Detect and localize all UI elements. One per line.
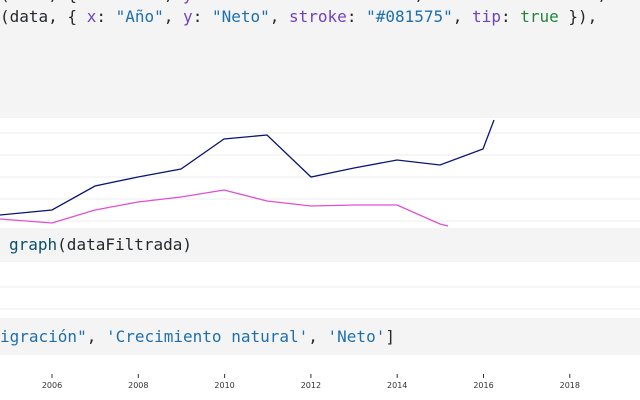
code-line: graph(dataFiltrada) bbox=[9, 234, 192, 256]
code-token: (data, { bbox=[0, 7, 87, 26]
code-token: , bbox=[86, 327, 106, 346]
code-token: : bbox=[346, 7, 367, 26]
code-token: (data, { bbox=[0, 0, 87, 4]
code-token: : bbox=[193, 0, 212, 4]
code-token: , bbox=[308, 327, 328, 346]
x-tick-label: 2006 bbox=[41, 381, 63, 390]
code-token: : bbox=[491, 0, 510, 4]
x-tick-label: 2012 bbox=[300, 381, 322, 390]
x-axis bbox=[51, 374, 571, 378]
code-token: : bbox=[96, 7, 116, 26]
x-tick-label: 2010 bbox=[214, 381, 235, 390]
code-token: stroke bbox=[434, 0, 492, 4]
code-token: tip bbox=[472, 7, 501, 26]
line-crecimiento bbox=[0, 189, 449, 227]
x-tick-label: 2008 bbox=[128, 381, 149, 390]
code-token: "#e8385c" bbox=[511, 0, 598, 4]
code-token: , bbox=[452, 7, 473, 26]
code-token: , bbox=[164, 0, 183, 4]
x-tick-label: 2016 bbox=[473, 381, 494, 390]
code-token: graph bbox=[9, 235, 58, 254]
x-tick-label: 2014 bbox=[387, 381, 408, 390]
chart bbox=[0, 119, 640, 227]
code-token: : bbox=[96, 0, 115, 4]
code-token: }), bbox=[558, 7, 598, 26]
code-token: , bbox=[163, 7, 184, 26]
code-token: : bbox=[500, 7, 521, 26]
grid bbox=[0, 286, 640, 310]
code-token: stroke bbox=[289, 7, 347, 26]
code-token: ] bbox=[385, 327, 395, 346]
code-token: "#081575" bbox=[366, 7, 453, 26]
code-token: "Neto" bbox=[211, 7, 270, 26]
code-token: , bbox=[597, 0, 607, 4]
code-cell: (data, { x: "Año", y: "Crecimiento natur… bbox=[0, 0, 640, 118]
code-token: y bbox=[183, 0, 193, 4]
grid bbox=[0, 132, 640, 222]
x-tick-label: 2018 bbox=[559, 381, 580, 390]
code-token: , bbox=[269, 7, 290, 26]
code-token: x bbox=[86, 7, 97, 26]
code-token: y bbox=[183, 7, 193, 26]
code-token: 'Crecimiento natural' bbox=[105, 327, 309, 346]
code-cell: igración", 'Crecimiento natural', 'Neto'… bbox=[0, 318, 640, 355]
code-token: "Año" bbox=[116, 0, 164, 4]
code-token: : bbox=[192, 7, 212, 26]
code-token: x bbox=[87, 0, 97, 4]
code-line: igración", 'Crecimiento natural', 'Neto'… bbox=[0, 326, 395, 348]
code-token: , bbox=[414, 0, 433, 4]
code-line: (data, { x: "Año", y: "Neto", stroke: "#… bbox=[0, 6, 597, 28]
code-token: 'Neto' bbox=[327, 327, 386, 346]
code-token: true bbox=[520, 7, 559, 26]
code-cell: graph(dataFiltrada) bbox=[0, 228, 640, 262]
code-token: "Año" bbox=[115, 7, 164, 26]
code-token: "Crecimiento natural" bbox=[212, 0, 414, 4]
line-neto bbox=[0, 119, 495, 216]
code-token: (dataFiltrada) bbox=[57, 235, 193, 254]
code-line: (data, { x: "Año", y: "Crecimiento natur… bbox=[0, 0, 607, 6]
code-token: igración" bbox=[0, 327, 87, 346]
